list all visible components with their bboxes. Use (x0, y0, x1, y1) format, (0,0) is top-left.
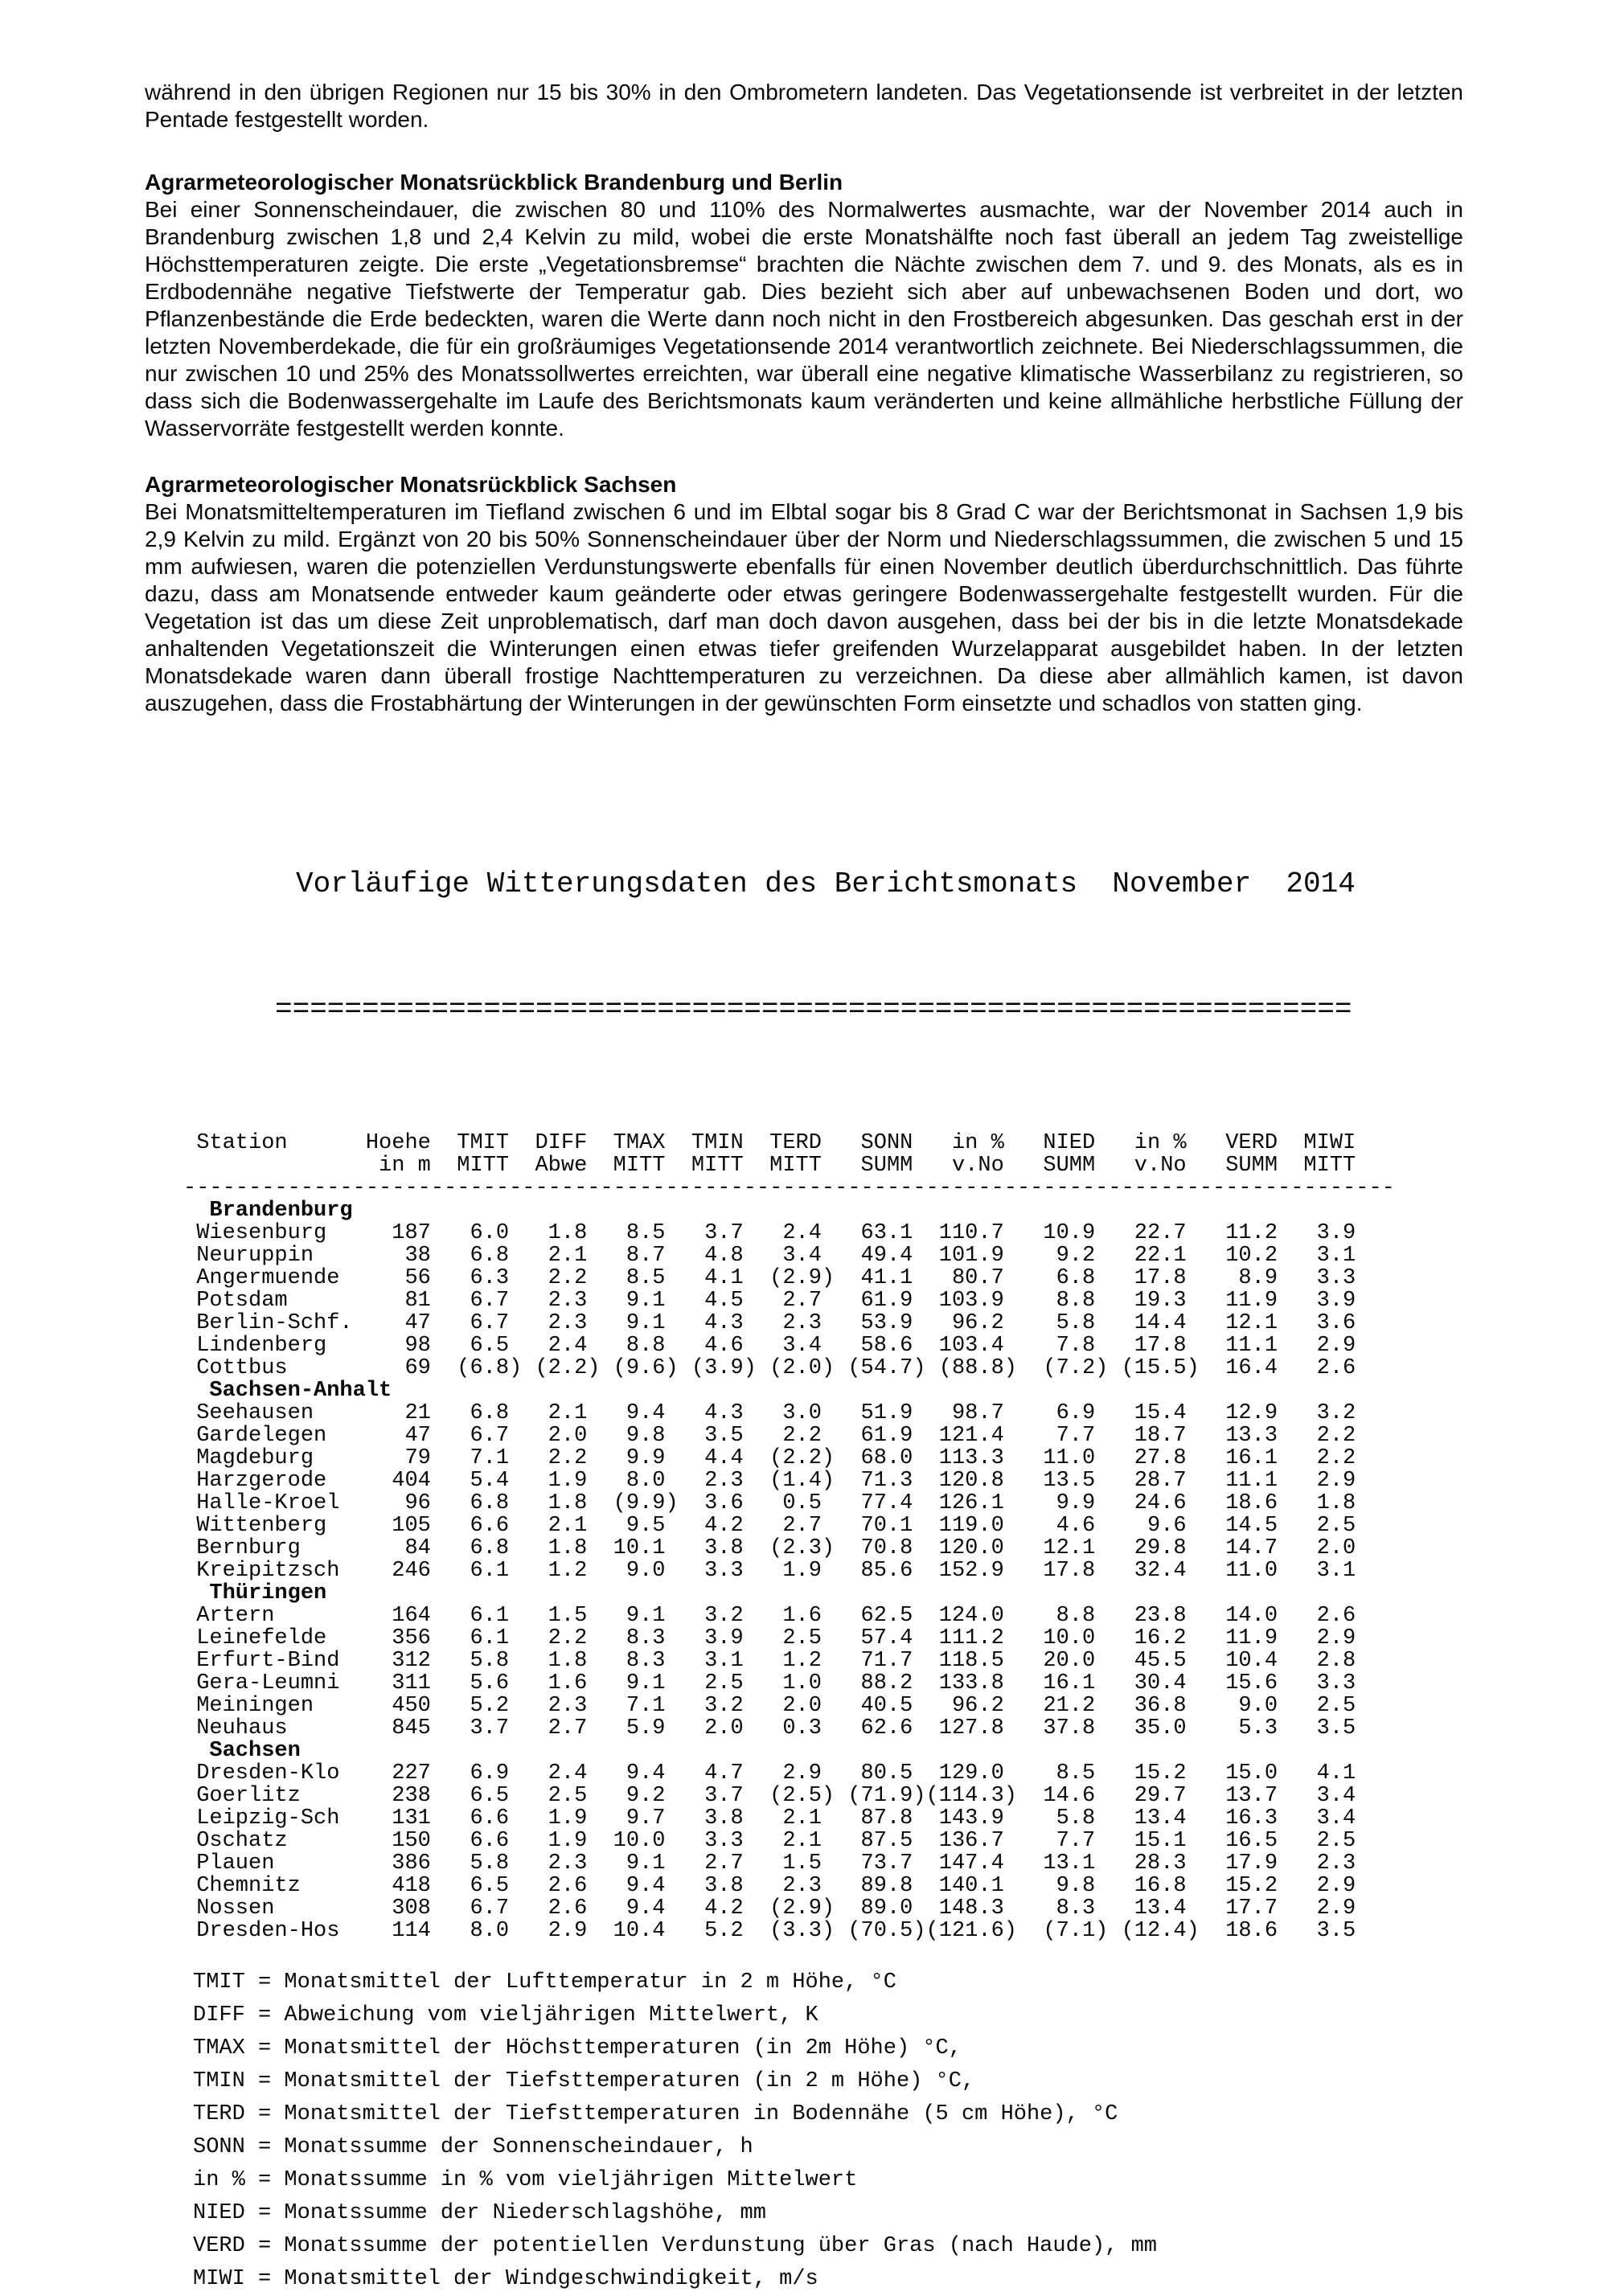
table-region-row: Sachsen (183, 1739, 301, 1763)
table-row: Wiesenburg 187 6.0 1.8 8.5 3.7 2.4 63.1 … (183, 1221, 1409, 1245)
legend-line: NIED = Monatssumme der Niederschlagshöhe… (193, 2201, 766, 2225)
table-row: Wittenberg 105 6.6 2.1 9.5 4.2 2.7 70.1 … (183, 1514, 1409, 1538)
table-legend: TMIT = Monatsmittel der Lufttemperatur i… (193, 1966, 1463, 2296)
table-row: Potsdam 81 6.7 2.3 9.1 4.5 2.7 61.9 103.… (183, 1289, 1409, 1313)
table-title-block: Vorläufige Witterungsdaten des Berichtsm… (145, 780, 1463, 1114)
legend-line: TERD = Monatsmittel der Tiefsttemperatur… (193, 2102, 1118, 2126)
table-row: Plauen 386 5.8 2.3 9.1 2.7 1.5 73.7 147.… (183, 1851, 1409, 1876)
table-row: Lindenberg 98 6.5 2.4 8.8 4.6 3.4 58.6 1… (183, 1334, 1409, 1358)
paragraph-sachsen: Bei Monatsmitteltemperaturen im Tiefland… (145, 499, 1463, 715)
table-row: Bernburg 84 6.8 1.8 10.1 3.8 (2.3) 70.8 … (183, 1536, 1409, 1560)
table-row: Oschatz 150 6.6 1.9 10.0 3.3 2.1 87.5 13… (183, 1829, 1409, 1853)
table-row: Artern 164 6.1 1.5 9.1 3.2 1.6 62.5 124.… (183, 1604, 1409, 1628)
table-header-divider: ----------------------------------------… (183, 1176, 1395, 1200)
legend-line: TMAX = Monatsmittel der Höchsttemperatur… (193, 2036, 962, 2060)
legend-line: DIFF = Abweichung vom vieljährigen Mitte… (193, 2003, 818, 2027)
table-row: Neuruppin 38 6.8 2.1 8.7 4.8 3.4 49.4 10… (183, 1244, 1409, 1268)
table-row: Leipzig-Sch 131 6.6 1.9 9.7 3.8 2.1 87.8… (183, 1806, 1409, 1831)
table-header-row: Station Hoehe TMIT DIFF TMAX TMIN TERD S… (183, 1131, 1409, 1155)
intro-paragraph: während in den übrigen Regionen nur 15 b… (145, 80, 1463, 132)
table-title-divider: ========================================… (275, 993, 1352, 1026)
table-row: Gardelegen 47 6.7 2.0 9.8 3.5 2.2 61.9 1… (183, 1424, 1409, 1448)
table-row: Cottbus 69 (6.8) (2.2) (9.6) (3.9) (2.0)… (183, 1356, 1409, 1380)
table-row: Erfurt-Bind 312 5.8 1.8 8.3 3.1 1.2 71.7… (183, 1649, 1409, 1673)
table-row: Neuhaus 845 3.7 2.7 5.9 2.0 0.3 62.6 127… (183, 1716, 1409, 1740)
table-region-row: Sachsen-Anhalt (183, 1379, 392, 1403)
table-row: Meiningen 450 5.2 2.3 7.1 3.2 2.0 40.5 9… (183, 1694, 1409, 1718)
heading-sachsen: Agrarmeteorologischer Monatsrückblick Sa… (145, 472, 677, 497)
table-row: Angermuende 56 6.3 2.2 8.5 4.1 (2.9) 41.… (183, 1266, 1409, 1290)
legend-line: TMIN = Monatsmittel der Tiefsttemperatur… (193, 2069, 975, 2093)
table-header-row: in m MITT Abwe MITT MITT MITT SUMM v.No … (183, 1154, 1409, 1178)
legend-line: VERD = Monatssumme der potentiellen Verd… (193, 2234, 1157, 2258)
table-row: Nossen 308 6.7 2.6 9.4 4.2 (2.9) 89.0 14… (183, 1896, 1409, 1921)
table-row: Leinefelde 356 6.1 2.2 8.3 3.9 2.5 57.4 … (183, 1626, 1409, 1650)
table-region-row: Thüringen (183, 1581, 327, 1605)
heading-brandenburg-berlin: Agrarmeteorologischer Monatsrückblick Br… (145, 170, 843, 195)
table-row: Dresden-Hos 114 8.0 2.9 10.4 5.2 (3.3) (… (183, 1919, 1409, 1943)
table-row: Seehausen 21 6.8 2.1 9.4 4.3 3.0 51.9 98… (183, 1401, 1409, 1425)
table-row: Gera-Leumni 311 5.6 1.6 9.1 2.5 1.0 88.2… (183, 1671, 1409, 1695)
legend-line: TMIT = Monatsmittel der Lufttemperatur i… (193, 1970, 896, 1995)
legend-line: SONN = Monatssumme der Sonnenscheindauer… (193, 2135, 753, 2159)
table-row: Goerlitz 238 6.5 2.5 9.2 3.7 (2.5) (71.9… (183, 1784, 1409, 1808)
weather-data-table: Station Hoehe TMIT DIFF TMAX TMIN TERD S… (183, 1132, 1463, 1942)
legend-line: MIWI = Monatsmittel der Windgeschwindigk… (193, 2267, 818, 2291)
table-region-row: Brandenburg (183, 1199, 353, 1223)
table-row: Berlin-Schf. 47 6.7 2.3 9.1 4.3 2.3 53.9… (183, 1311, 1409, 1335)
table-row: Halle-Kroel 96 6.8 1.8 (9.9) 3.6 0.5 77.… (183, 1491, 1409, 1515)
legend-line: in % = Monatssumme in % vom vieljährigen… (193, 2168, 858, 2192)
paragraph-brandenburg-berlin: Bei einer Sonnenscheindauer, die zwische… (145, 197, 1463, 441)
table-title: Vorläufige Witterungsdaten des Berichtsm… (296, 867, 1356, 900)
table-row: Harzgerode 404 5.4 1.9 8.0 2.3 (1.4) 71.… (183, 1469, 1409, 1493)
table-row: Kreipitzsch 246 6.1 1.2 9.0 3.3 1.9 85.6… (183, 1559, 1409, 1583)
table-row: Dresden-Klo 227 6.9 2.4 9.4 4.7 2.9 80.5… (183, 1761, 1409, 1786)
table-row: Magdeburg 79 7.1 2.2 9.9 4.4 (2.2) 68.0 … (183, 1446, 1409, 1470)
table-row: Chemnitz 418 6.5 2.6 9.4 3.8 2.3 89.8 14… (183, 1874, 1409, 1898)
